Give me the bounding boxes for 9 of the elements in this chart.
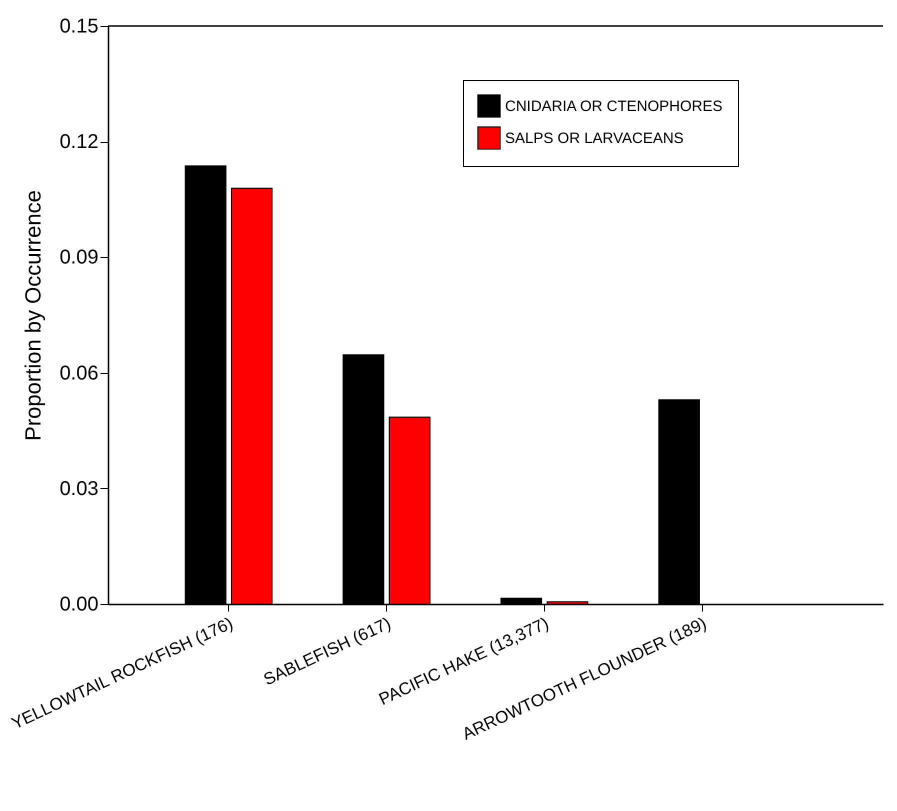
y-tick-label: 0.09 — [60, 246, 98, 269]
y-tick-label: 0.03 — [60, 478, 98, 500]
y-tick-label: 0.06 — [60, 362, 98, 384]
legend-label: CNIDARIA OR CTENOPHORES — [505, 98, 723, 115]
y-tick-label: 0.12 — [60, 131, 98, 154]
legend-label: SALPS OR LARVACEANS — [505, 130, 684, 147]
y-tick-label: 0.00 — [60, 594, 98, 616]
y-tick-label: 0.15 — [60, 16, 98, 38]
y-axis-title: Proportion by Occurrence — [20, 190, 46, 441]
